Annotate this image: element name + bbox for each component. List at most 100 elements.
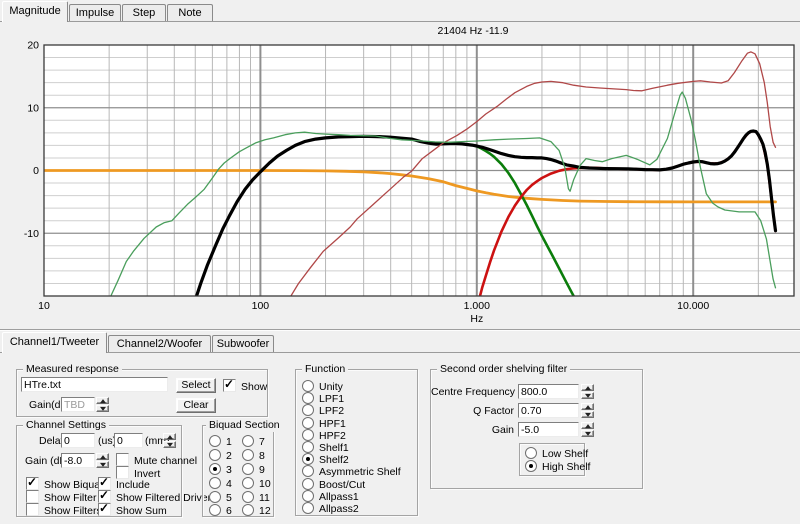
show-filters-checkbox[interactable]: Show Filters: [26, 503, 102, 517]
delay-mm-input[interactable]: [114, 433, 143, 448]
measured-gain-spinner[interactable]: [96, 397, 109, 412]
biquad-4[interactable]: 4: [209, 476, 242, 491]
function-lpf2[interactable]: LPF2: [302, 404, 401, 417]
select-button[interactable]: Select: [176, 378, 216, 393]
function-boost-cut[interactable]: Boost/Cut: [302, 477, 401, 491]
show-sum-checkbox[interactable]: Show Sum: [98, 501, 167, 517]
biquad-8[interactable]: 8: [242, 448, 275, 463]
radio-icon: [525, 447, 537, 459]
function-asymmetric-shelf[interactable]: Asymmetric Shelf: [302, 465, 401, 479]
shelf-type-high-shelf[interactable]: High Shelf: [525, 460, 590, 473]
biquad-label: 10: [259, 477, 271, 490]
shelf-gain-spinner[interactable]: [581, 422, 594, 437]
show-filters-label: Show Filters: [44, 505, 102, 517]
mute-channel-checkbox[interactable]: Mute channel: [116, 453, 197, 467]
channel-gain-input[interactable]: [61, 453, 95, 468]
function-label: LPF1: [319, 393, 345, 406]
radio-icon: [209, 490, 221, 503]
function-label: Unity: [319, 381, 343, 393]
centre-frequency-input[interactable]: [518, 384, 579, 399]
measured-response-filename-input[interactable]: [21, 377, 168, 392]
svg-text:10: 10: [38, 300, 50, 312]
biquad-5[interactable]: 5: [209, 490, 242, 505]
svg-text:10: 10: [27, 102, 39, 114]
show-filtered-driver-checkbox[interactable]: Show Filtered Driver: [98, 488, 212, 504]
tab-channel2-woofer[interactable]: Channel2/Woofer: [108, 335, 211, 352]
radio-icon: [302, 453, 314, 466]
show-biquad-checkbox[interactable]: Show Biquad: [26, 475, 106, 491]
tab-note[interactable]: Note: [167, 4, 213, 21]
include-checkbox[interactable]: Include: [98, 475, 150, 491]
shelf-type-low-shelf[interactable]: Low Shelf: [525, 447, 590, 460]
spin-up-icon[interactable]: [581, 422, 594, 429]
delay-spinner[interactable]: [163, 433, 176, 448]
function-label: Shelf1: [319, 441, 349, 454]
magnitude-chart-area: 20 10 0 -10 10 100 1.000 10.000 Hz 21404 Hz -11.9: [0, 22, 800, 329]
svg-text:10.000: 10.000: [677, 300, 709, 312]
function-allpass2[interactable]: Allpass2: [302, 501, 401, 515]
x-axis-labels: 10 100 1.000 10.000: [38, 300, 709, 312]
shelf-gain-input[interactable]: [518, 422, 579, 437]
biquad-12[interactable]: 12: [242, 504, 275, 518]
function-hpf2[interactable]: HPF2: [302, 428, 401, 442]
q-factor-spinner[interactable]: [581, 403, 594, 418]
tab-channel1-tweeter[interactable]: Channel1/Tweeter: [2, 332, 107, 353]
biquad-label: 9: [259, 463, 265, 476]
spin-down-icon[interactable]: [581, 430, 594, 437]
spin-down-icon[interactable]: [96, 405, 109, 412]
spin-up-icon[interactable]: [581, 384, 594, 391]
spin-up-icon[interactable]: [581, 403, 594, 410]
tab-magnitude[interactable]: Magnitude: [2, 1, 68, 22]
delay-us-input[interactable]: [61, 433, 95, 448]
biquad-9[interactable]: 9: [242, 462, 275, 477]
biquad-3[interactable]: 3: [209, 462, 242, 477]
include-label: Include: [116, 479, 150, 491]
series-tweeter-measured: [110, 91, 777, 296]
spin-down-icon[interactable]: [581, 411, 594, 418]
tab-step[interactable]: Step: [122, 4, 166, 21]
tab-subwoofer[interactable]: Subwoofer: [212, 335, 274, 352]
show-biquad-label: Show Biquad: [44, 479, 106, 491]
biquad-6[interactable]: 6: [209, 504, 242, 518]
show-filter-checkbox[interactable]: Show Filter: [26, 490, 97, 504]
q-factor-label: Q Factor: [473, 405, 514, 417]
clear-button[interactable]: Clear: [176, 398, 216, 413]
function-unity[interactable]: Unity: [302, 380, 401, 393]
biquad-10[interactable]: 10: [242, 476, 275, 491]
invert-checkbox[interactable]: Invert: [116, 466, 160, 480]
biquad-7[interactable]: 7: [242, 435, 275, 449]
shelf-type-radio-list: Low Shelf High Shelf: [525, 447, 590, 473]
svg-text:1.000: 1.000: [464, 300, 490, 312]
spin-up-icon[interactable]: [163, 433, 176, 440]
function-allpass1[interactable]: Allpass1: [302, 489, 401, 503]
radio-icon: [302, 489, 314, 502]
show-measured-checkbox[interactable]: Show: [223, 377, 267, 393]
measured-gain-input[interactable]: [61, 397, 95, 412]
spin-down-icon[interactable]: [163, 441, 176, 448]
function-shelf2[interactable]: Shelf2: [302, 453, 401, 466]
tab-impulse[interactable]: Impulse: [69, 4, 121, 21]
q-factor-input[interactable]: [518, 403, 579, 418]
checkbox-box-icon: [26, 490, 39, 503]
show-filtered-driver-label: Show Filtered Driver: [116, 492, 212, 504]
function-label: Asymmetric Shelf: [319, 466, 401, 479]
centre-frequency-spinner[interactable]: [581, 384, 594, 399]
spin-up-icon[interactable]: [96, 397, 109, 404]
biquad-11[interactable]: 11: [242, 490, 275, 505]
function-hpf1[interactable]: HPF1: [302, 416, 401, 430]
channel-gain-spinner[interactable]: [96, 453, 109, 468]
series-filter-response: [44, 169, 777, 204]
radio-icon: [242, 435, 254, 447]
biquad-1[interactable]: 1: [209, 435, 242, 449]
function-shelf1[interactable]: Shelf1: [302, 440, 401, 454]
spin-down-icon[interactable]: [96, 461, 109, 468]
svg-text:-10: -10: [24, 228, 39, 240]
radio-icon: [302, 404, 314, 417]
spin-up-icon[interactable]: [96, 453, 109, 460]
spin-down-icon[interactable]: [581, 392, 594, 399]
radio-icon: [302, 440, 314, 453]
centre-frequency-label: Centre Frequency: [431, 386, 516, 398]
biquad-2[interactable]: 2: [209, 448, 242, 463]
function-lpf1[interactable]: LPF1: [302, 392, 401, 406]
